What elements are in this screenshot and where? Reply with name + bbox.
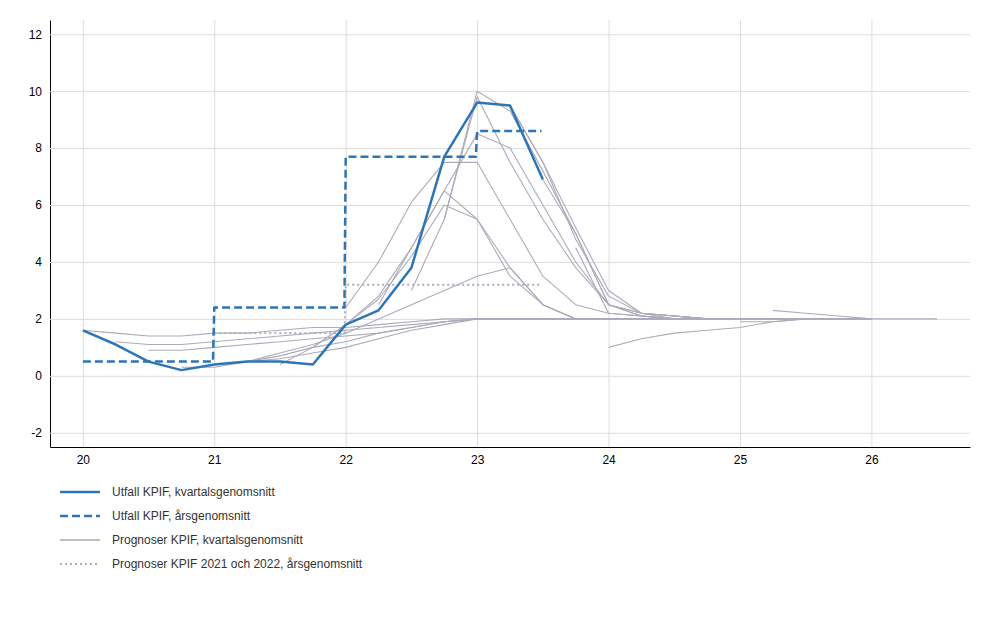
y-tick-label: 0 <box>35 369 42 383</box>
y-tick-label: 12 <box>29 28 43 42</box>
x-tick-label: 21 <box>208 453 222 467</box>
series-line <box>83 103 543 371</box>
y-grid-line <box>50 433 970 434</box>
y-tick-label: 10 <box>29 85 43 99</box>
series-line <box>214 319 740 365</box>
legend: Utfall KPIF, kvartalsgenomsnitt Utfall KP… <box>60 485 363 571</box>
legend-label: Prognoser KPIF, kvartalsgenomsnitt <box>112 533 303 547</box>
x-tick: 24 <box>602 20 616 467</box>
legend-label: Utfall KPIF, kvartalsgenomsnitt <box>112 485 275 499</box>
x-grid-line <box>871 20 872 447</box>
x-tick: 20 <box>77 20 91 467</box>
y-tick-label: 2 <box>35 312 42 326</box>
y-axis-line <box>50 21 51 448</box>
series-line <box>247 268 740 362</box>
series-line <box>477 103 871 319</box>
x-axis: 20 21 22 23 24 25 26 <box>51 20 971 467</box>
y-grid-line <box>50 205 970 206</box>
x-grid-line <box>214 20 215 447</box>
series-line <box>83 131 542 362</box>
y-tick-label: -2 <box>31 426 42 440</box>
legend-label: Utfall KPIF, årsgenomsnitt <box>112 509 251 523</box>
series-line <box>149 319 740 350</box>
series-line <box>83 319 806 336</box>
y-tick: -2 <box>31 426 970 440</box>
y-tick: 10 <box>29 85 970 99</box>
x-tick: 23 <box>471 20 485 467</box>
legend-item: Utfall KPIF, årsgenomsnitt <box>60 509 251 523</box>
series-line <box>609 319 872 347</box>
chart: -202468101220212223242526Utfall KPIF, kv… <box>0 0 1000 617</box>
series-line <box>773 310 937 319</box>
series-line <box>543 179 872 318</box>
legend-item: Prognoser KPIF, kvartalsgenomsnitt <box>60 533 303 547</box>
y-tick-label: 8 <box>35 141 42 155</box>
y-grid-line <box>50 34 970 35</box>
legend-swatch <box>60 515 100 518</box>
x-grid-line <box>477 20 478 447</box>
legend-swatch <box>60 491 100 494</box>
x-axis-line <box>51 447 971 448</box>
y-tick: 6 <box>35 198 970 212</box>
x-tick: 26 <box>865 20 879 467</box>
x-tick-label: 23 <box>471 453 485 467</box>
x-tick-label: 26 <box>865 453 879 467</box>
legend-swatch <box>60 563 100 565</box>
series-line <box>346 162 740 319</box>
x-tick: 25 <box>734 20 748 467</box>
x-grid-line <box>740 20 741 447</box>
series-line <box>313 191 740 348</box>
y-grid-line <box>50 376 970 377</box>
series-line <box>379 134 872 319</box>
legend-item: Utfall KPIF, kvartalsgenomsnitt <box>60 485 275 499</box>
series-line <box>444 91 871 319</box>
series-line <box>214 285 541 333</box>
legend-item: Prognoser KPIF 2021 och 2022, årsgenomsn… <box>60 557 363 571</box>
x-tick: 22 <box>340 20 354 467</box>
x-tick-label: 25 <box>734 453 748 467</box>
y-tick: 0 <box>35 369 970 383</box>
x-tick-label: 20 <box>77 453 91 467</box>
x-tick-label: 22 <box>340 453 354 467</box>
y-tick-label: 4 <box>35 255 42 269</box>
y-tick: 12 <box>29 28 970 42</box>
y-tick-label: 6 <box>35 198 42 212</box>
x-tick-label: 24 <box>602 453 616 467</box>
y-grid-line <box>50 262 970 263</box>
y-axis: -2 0 2 4 6 8 10 12 <box>29 21 970 448</box>
lines <box>83 91 937 370</box>
plot: -202468101220212223242526 <box>29 20 971 467</box>
y-grid-line <box>50 91 970 92</box>
legend-label: Prognoser KPIF 2021 och 2022, årsgenomsn… <box>112 557 363 571</box>
legend-swatch <box>60 539 100 541</box>
x-tick: 21 <box>208 20 222 467</box>
x-grid-line <box>83 20 84 447</box>
series-line <box>116 319 740 345</box>
x-grid-line <box>609 20 610 447</box>
